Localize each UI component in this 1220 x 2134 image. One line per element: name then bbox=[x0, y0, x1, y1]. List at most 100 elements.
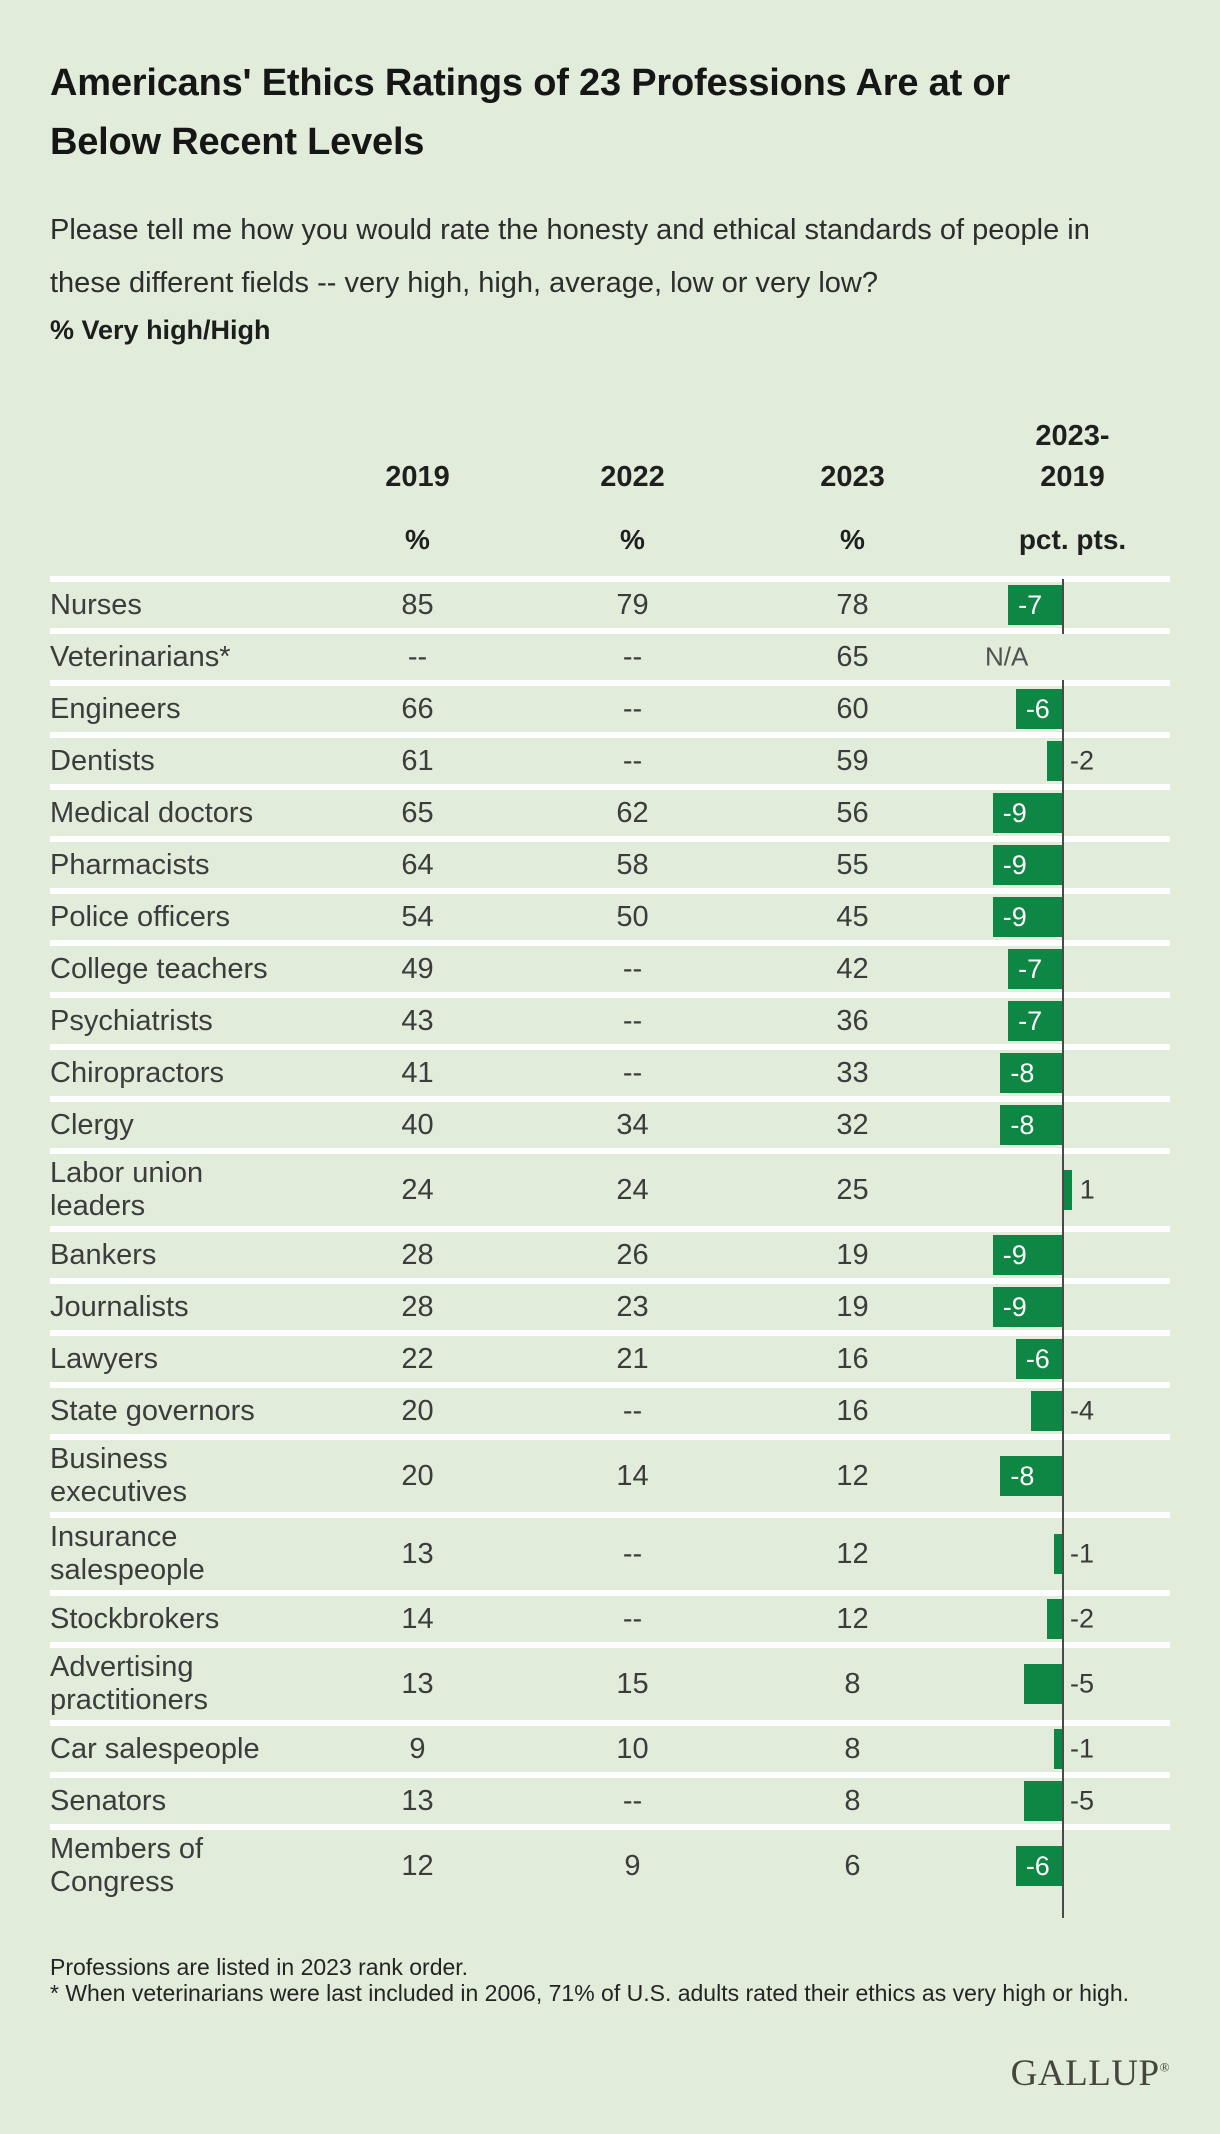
change-bar bbox=[1064, 1170, 1072, 1211]
value-2022: 62 bbox=[616, 796, 649, 829]
change-value-label: -4 bbox=[1070, 1395, 1095, 1426]
table-row: Stockbrokers 14 -- 12 -2 bbox=[50, 1590, 1170, 1649]
change-not-available-label: N/A bbox=[985, 641, 1029, 672]
value-2023: 36 bbox=[836, 1004, 869, 1037]
change-bar-cell: -2 bbox=[945, 732, 1170, 791]
change-bar-cell: -5 bbox=[945, 1772, 1170, 1831]
value-2023: 55 bbox=[836, 848, 869, 881]
change-bar-cell: 1 bbox=[945, 1148, 1170, 1233]
value-2022: -- bbox=[622, 692, 643, 725]
change-value-label: -2 bbox=[1070, 745, 1095, 776]
change-bar-cell: -6 bbox=[945, 1824, 1170, 1919]
zero-axis-line bbox=[1062, 784, 1064, 843]
change-bar bbox=[1046, 1599, 1062, 1640]
table-row: Psychiatrists 43 -- 36 -7 bbox=[50, 992, 1170, 1051]
value-2022: -- bbox=[622, 1056, 643, 1089]
change-bar: -9 bbox=[992, 897, 1062, 938]
change-bar: -8 bbox=[1000, 1105, 1062, 1146]
table-row: College teachers 49 -- 42 -7 bbox=[50, 940, 1170, 999]
value-2022: 21 bbox=[616, 1342, 649, 1375]
value-2019: 22 bbox=[401, 1342, 434, 1375]
value-2023: 25 bbox=[836, 1173, 869, 1206]
column-header-2022-cell: 2022 % bbox=[505, 416, 760, 576]
profession-label: Veterinarians* bbox=[50, 640, 231, 673]
column-header-change-line2: 2019 bbox=[1040, 461, 1105, 494]
value-2022: -- bbox=[622, 1004, 643, 1037]
change-bar-cell: -6 bbox=[945, 680, 1170, 739]
value-2023: 45 bbox=[836, 900, 869, 933]
profession-label: Lawyers bbox=[50, 1342, 158, 1375]
value-2022: -- bbox=[622, 1784, 643, 1817]
change-bar bbox=[1046, 741, 1062, 782]
change-bar-cell: -1 bbox=[945, 1720, 1170, 1779]
zero-axis-line bbox=[1062, 1382, 1064, 1441]
table-row: Veterinarians* -- -- 65 N/A bbox=[50, 628, 1170, 680]
profession-label: Members of Congress bbox=[50, 1833, 204, 1899]
value-2023: 16 bbox=[836, 1394, 869, 1427]
change-bar: -9 bbox=[992, 1235, 1062, 1276]
change-bar: -7 bbox=[1008, 949, 1062, 990]
column-header-change: 2023- 2019 bbox=[945, 416, 1170, 498]
survey-question: Please tell me how you would rate the ho… bbox=[50, 213, 1090, 300]
gallup-wordmark: GALLUP bbox=[1010, 2053, 1160, 2095]
zero-axis-line bbox=[1062, 1590, 1064, 1649]
profession-label: Psychiatrists bbox=[50, 1004, 213, 1037]
footnote-veterinarians: * When veterinarians were last included … bbox=[50, 1980, 1130, 2007]
value-2019: 24 bbox=[401, 1173, 434, 1206]
value-2023: 65 bbox=[836, 640, 869, 673]
change-bar-cell: -8 bbox=[945, 1434, 1170, 1519]
value-2019: 12 bbox=[401, 1849, 434, 1882]
value-2019: 49 bbox=[401, 952, 434, 985]
value-2022: 15 bbox=[616, 1667, 649, 1700]
value-2022: 34 bbox=[616, 1108, 649, 1141]
change-bar: -6 bbox=[1015, 1339, 1062, 1380]
zero-axis-line bbox=[1062, 1096, 1064, 1155]
value-2023: 8 bbox=[844, 1784, 861, 1817]
value-2019: 66 bbox=[401, 692, 434, 725]
table-row: Car salespeople 9 10 8 -1 bbox=[50, 1720, 1170, 1779]
zero-axis-line bbox=[1062, 1434, 1064, 1519]
zero-axis-line bbox=[1062, 1720, 1064, 1779]
value-2022: -- bbox=[622, 640, 643, 673]
registered-trademark-icon: ® bbox=[1159, 2059, 1170, 2075]
table-row: Pharmacists 64 58 55 -9 bbox=[50, 836, 1170, 895]
change-value-label: 1 bbox=[1079, 1174, 1095, 1205]
value-2023: 60 bbox=[836, 692, 869, 725]
change-bar-cell: -7 bbox=[945, 940, 1170, 999]
value-2023: 8 bbox=[844, 1667, 861, 1700]
profession-label: Clergy bbox=[50, 1108, 134, 1141]
table-row: State governors 20 -- 16 -4 bbox=[50, 1382, 1170, 1441]
column-header-2019-cell: 2019 % bbox=[330, 416, 505, 576]
table-row: Clergy 40 34 32 -8 bbox=[50, 1096, 1170, 1155]
profession-label: Senators bbox=[50, 1784, 167, 1817]
value-2019: 13 bbox=[401, 1667, 434, 1700]
change-bar-cell: -4 bbox=[945, 1382, 1170, 1441]
profession-label: State governors bbox=[50, 1394, 255, 1427]
value-2023: 78 bbox=[836, 588, 869, 621]
column-header-2022: 2022 bbox=[505, 416, 760, 498]
change-value-label: -2 bbox=[1070, 1603, 1095, 1634]
change-bar-cell: -9 bbox=[945, 1226, 1170, 1285]
table-row: Bankers 28 26 19 -9 bbox=[50, 1226, 1170, 1285]
value-2019: 64 bbox=[401, 848, 434, 881]
value-2023: 56 bbox=[836, 796, 869, 829]
column-header-2023-label: 2023 bbox=[820, 461, 885, 494]
change-bar bbox=[1054, 1534, 1062, 1575]
change-bar: -8 bbox=[1000, 1053, 1062, 1094]
column-header-2023: 2023 bbox=[760, 416, 945, 498]
zero-axis-line bbox=[1062, 1642, 1064, 1727]
change-bar-cell: -9 bbox=[945, 836, 1170, 895]
value-2023: 33 bbox=[836, 1056, 869, 1089]
unit-label-2019: % bbox=[405, 524, 430, 556]
value-2019: 85 bbox=[401, 588, 434, 621]
change-bar: -8 bbox=[1000, 1456, 1062, 1497]
profession-label: Engineers bbox=[50, 692, 181, 725]
value-2022: -- bbox=[622, 1394, 643, 1427]
table-row: Business executives 20 14 12 -8 bbox=[50, 1434, 1170, 1519]
header-profession-spacer bbox=[50, 416, 330, 576]
column-header-2022-label: 2022 bbox=[600, 461, 665, 494]
profession-label: Business executives bbox=[50, 1443, 188, 1509]
profession-label: Nurses bbox=[50, 588, 142, 621]
profession-label: Pharmacists bbox=[50, 848, 210, 881]
